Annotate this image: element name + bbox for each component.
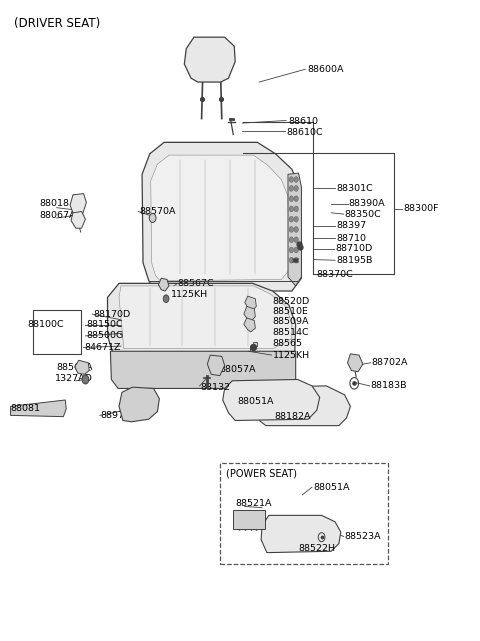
Polygon shape (70, 194, 86, 215)
Text: 88520D: 88520D (273, 297, 310, 306)
Polygon shape (119, 286, 292, 349)
Circle shape (149, 213, 156, 222)
Text: 88300F: 88300F (403, 204, 439, 213)
Circle shape (294, 258, 298, 263)
Polygon shape (207, 355, 225, 376)
Text: 88100C: 88100C (28, 320, 64, 329)
Polygon shape (244, 318, 255, 332)
Circle shape (163, 295, 169, 303)
Polygon shape (71, 212, 85, 228)
Circle shape (289, 196, 294, 202)
Text: 88018: 88018 (39, 199, 69, 208)
Text: 1327AD: 1327AD (55, 374, 93, 383)
Text: 88183B: 88183B (371, 381, 407, 390)
Circle shape (289, 206, 294, 212)
Text: 88509A: 88509A (273, 317, 309, 326)
Circle shape (289, 176, 294, 183)
Text: 88610: 88610 (288, 117, 318, 126)
Polygon shape (261, 515, 341, 553)
Text: 88514C: 88514C (273, 328, 309, 337)
Circle shape (289, 186, 294, 191)
Circle shape (294, 227, 298, 233)
Text: 88510E: 88510E (273, 307, 309, 316)
Text: 88610C: 88610C (286, 128, 323, 137)
Circle shape (294, 206, 298, 212)
Text: 88067A: 88067A (39, 211, 76, 220)
Circle shape (289, 237, 294, 243)
Polygon shape (108, 283, 296, 364)
Text: 88397: 88397 (336, 221, 366, 230)
Circle shape (289, 258, 294, 263)
Text: 1125KH: 1125KH (171, 290, 208, 299)
Text: 88170D: 88170D (93, 310, 131, 319)
Text: 84671Z: 84671Z (84, 343, 121, 352)
Circle shape (294, 237, 298, 243)
Polygon shape (244, 306, 255, 322)
Text: 88051A: 88051A (313, 483, 349, 492)
Circle shape (294, 176, 298, 183)
Text: 88521A: 88521A (235, 499, 272, 508)
Polygon shape (288, 173, 301, 286)
Text: 1125KH: 1125KH (273, 351, 310, 360)
Circle shape (289, 216, 294, 222)
Text: 88500G: 88500G (86, 331, 124, 340)
Text: 88600A: 88600A (307, 65, 344, 74)
Polygon shape (75, 360, 89, 374)
Text: 88522H: 88522H (299, 544, 336, 553)
Text: 88301C: 88301C (336, 184, 373, 193)
Text: 88565: 88565 (273, 339, 302, 348)
Text: 88710: 88710 (336, 234, 366, 243)
Polygon shape (223, 379, 320, 420)
Polygon shape (254, 386, 350, 426)
Circle shape (82, 375, 89, 384)
Text: 88195B: 88195B (336, 256, 372, 265)
Polygon shape (11, 400, 66, 417)
Polygon shape (110, 351, 296, 388)
Text: 88081: 88081 (11, 404, 40, 413)
Polygon shape (245, 296, 256, 312)
Circle shape (294, 196, 298, 202)
Circle shape (289, 247, 294, 253)
Polygon shape (142, 142, 301, 291)
Polygon shape (158, 278, 169, 291)
Bar (220, 463, 388, 564)
Text: 88567C: 88567C (178, 279, 214, 288)
Text: 88150C: 88150C (86, 320, 123, 329)
Bar (233, 510, 265, 529)
Polygon shape (348, 354, 363, 372)
Text: (DRIVER SEAT): (DRIVER SEAT) (14, 17, 101, 29)
Text: 88702A: 88702A (372, 358, 408, 367)
Text: (POWER SEAT): (POWER SEAT) (226, 468, 297, 478)
Text: 88057A: 88057A (219, 365, 255, 374)
Circle shape (289, 227, 294, 233)
Polygon shape (119, 387, 159, 422)
Text: 88051A: 88051A (237, 397, 274, 406)
Circle shape (294, 186, 298, 191)
Text: 88132: 88132 (201, 383, 231, 392)
Text: 88570A: 88570A (139, 207, 176, 216)
Text: 88370C: 88370C (317, 270, 354, 279)
Text: 88561A: 88561A (57, 363, 93, 372)
Circle shape (294, 216, 298, 222)
Text: 88390A: 88390A (348, 199, 385, 208)
Text: 88182A: 88182A (275, 412, 311, 421)
Text: 88350C: 88350C (345, 210, 382, 219)
Polygon shape (151, 155, 289, 281)
Text: 88970A: 88970A (101, 411, 137, 420)
Polygon shape (184, 37, 235, 82)
Circle shape (294, 247, 298, 253)
Text: 88523A: 88523A (345, 532, 381, 541)
Text: 88710D: 88710D (335, 244, 372, 253)
